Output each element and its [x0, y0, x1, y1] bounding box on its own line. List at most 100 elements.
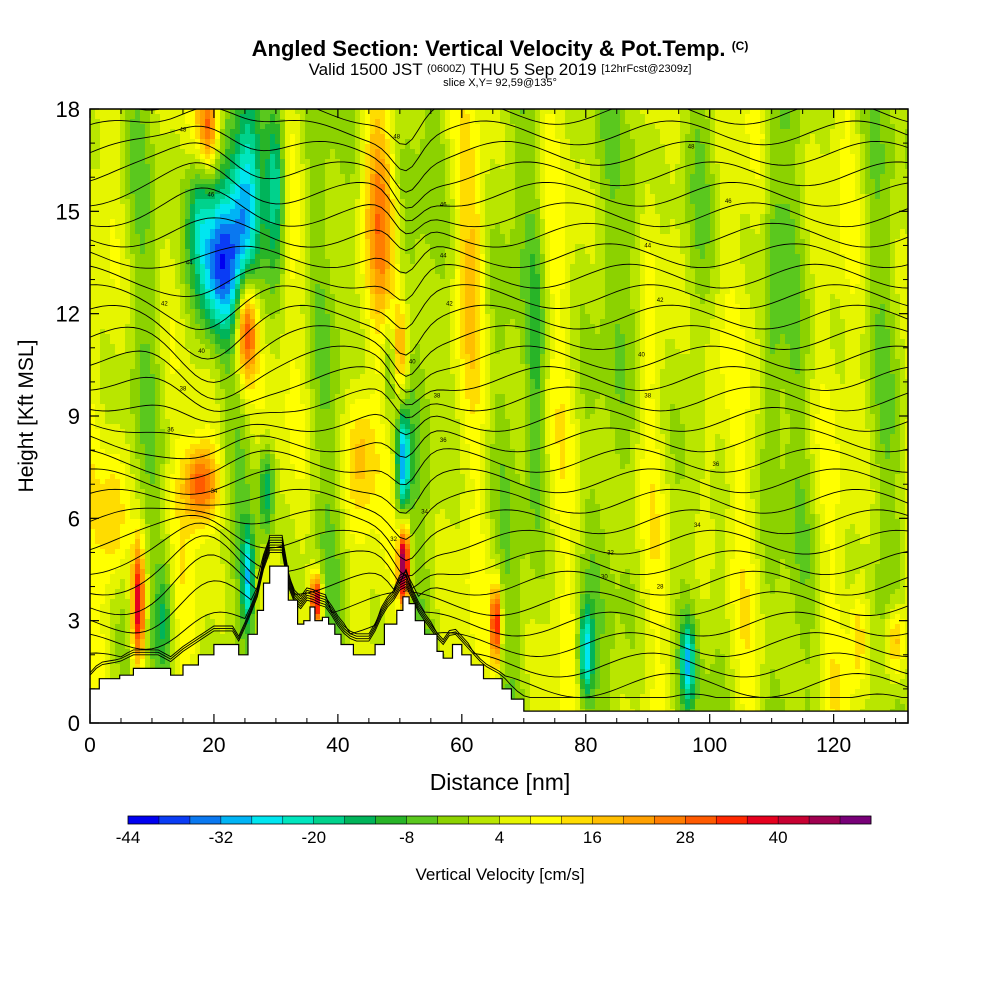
w-cell: [225, 589, 231, 595]
w-cell: [115, 539, 121, 545]
w-cell: [120, 559, 126, 565]
w-cell: [185, 424, 191, 430]
w-cell: [245, 474, 251, 480]
w-cell: [275, 239, 281, 245]
w-cell: [220, 594, 226, 600]
w-cell: [290, 384, 296, 390]
w-cell: [110, 554, 116, 560]
w-cell: [195, 284, 201, 290]
w-cell: [180, 484, 186, 490]
w-cell: [225, 189, 231, 195]
w-cell: [155, 629, 161, 635]
w-cell: [200, 324, 206, 330]
w-cell: [110, 369, 116, 375]
w-cell: [150, 659, 156, 665]
w-cell: [105, 309, 111, 315]
w-cell: [215, 109, 221, 115]
w-cell: [175, 254, 181, 260]
w-cell: [125, 294, 131, 300]
w-cell: [135, 349, 141, 355]
w-cell: [270, 279, 276, 285]
w-cell: [155, 474, 161, 480]
w-cell: [285, 454, 291, 460]
w-cell: [205, 319, 211, 325]
w-cell: [135, 639, 141, 645]
w-cell: [95, 619, 101, 625]
w-cell: [240, 469, 246, 475]
w-cell: [90, 624, 96, 630]
w-cell: [240, 374, 246, 380]
w-cell: [245, 189, 251, 195]
w-cell: [130, 174, 136, 180]
w-cell: [155, 379, 161, 385]
w-cell: [155, 224, 161, 230]
w-cell: [165, 539, 171, 545]
w-cell: [175, 134, 181, 140]
w-cell: [170, 329, 176, 335]
w-cell: [165, 139, 171, 145]
w-cell: [145, 594, 151, 600]
w-cell: [125, 199, 131, 205]
w-cell: [215, 469, 221, 475]
w-cell: [220, 304, 226, 310]
w-cell: [180, 234, 186, 240]
w-cell: [125, 639, 131, 645]
w-cell: [90, 234, 96, 240]
w-cell: [250, 379, 256, 385]
w-cell: [165, 459, 171, 465]
w-cell: [90, 239, 96, 245]
w-cell: [120, 514, 126, 520]
w-cell: [245, 509, 251, 515]
w-cell: [130, 469, 136, 475]
w-cell: [260, 214, 266, 220]
w-cell: [240, 299, 246, 305]
w-cell: [110, 514, 116, 520]
w-cell: [120, 579, 126, 585]
w-cell: [235, 319, 241, 325]
w-cell: [210, 299, 216, 305]
w-cell: [145, 154, 151, 160]
w-cell: [215, 139, 221, 145]
w-cell: [200, 169, 206, 175]
w-cell: [140, 214, 146, 220]
w-cell: [180, 584, 186, 590]
w-cell: [260, 484, 266, 490]
w-cell: [195, 469, 201, 475]
w-cell: [280, 209, 286, 215]
w-cell: [130, 474, 136, 480]
w-cell: [255, 114, 261, 120]
w-cell: [285, 294, 291, 300]
w-cell: [190, 159, 196, 165]
w-cell: [130, 434, 136, 440]
w-cell: [125, 624, 131, 630]
w-cell: [245, 279, 251, 285]
w-cell: [230, 464, 236, 470]
w-cell: [190, 324, 196, 330]
w-cell: [125, 494, 131, 500]
w-cell: [225, 124, 231, 130]
w-cell: [260, 274, 266, 280]
w-cell: [115, 299, 121, 305]
w-cell: [120, 594, 126, 600]
w-cell: [95, 504, 101, 510]
w-cell: [255, 434, 261, 440]
w-cell: [110, 489, 116, 495]
w-cell: [145, 534, 151, 540]
w-cell: [130, 464, 136, 470]
w-cell: [170, 119, 176, 125]
w-cell: [160, 364, 166, 370]
w-cell: [275, 354, 281, 360]
w-cell: [260, 134, 266, 140]
w-cell: [190, 524, 196, 530]
w-cell: [280, 219, 286, 225]
w-cell: [265, 209, 271, 215]
w-cell: [115, 119, 121, 125]
w-cell: [135, 454, 141, 460]
w-cell: [95, 299, 101, 305]
w-cell: [250, 329, 256, 335]
w-cell: [225, 439, 231, 445]
w-cell: [275, 329, 281, 335]
w-cell: [120, 174, 126, 180]
w-cell: [230, 494, 236, 500]
